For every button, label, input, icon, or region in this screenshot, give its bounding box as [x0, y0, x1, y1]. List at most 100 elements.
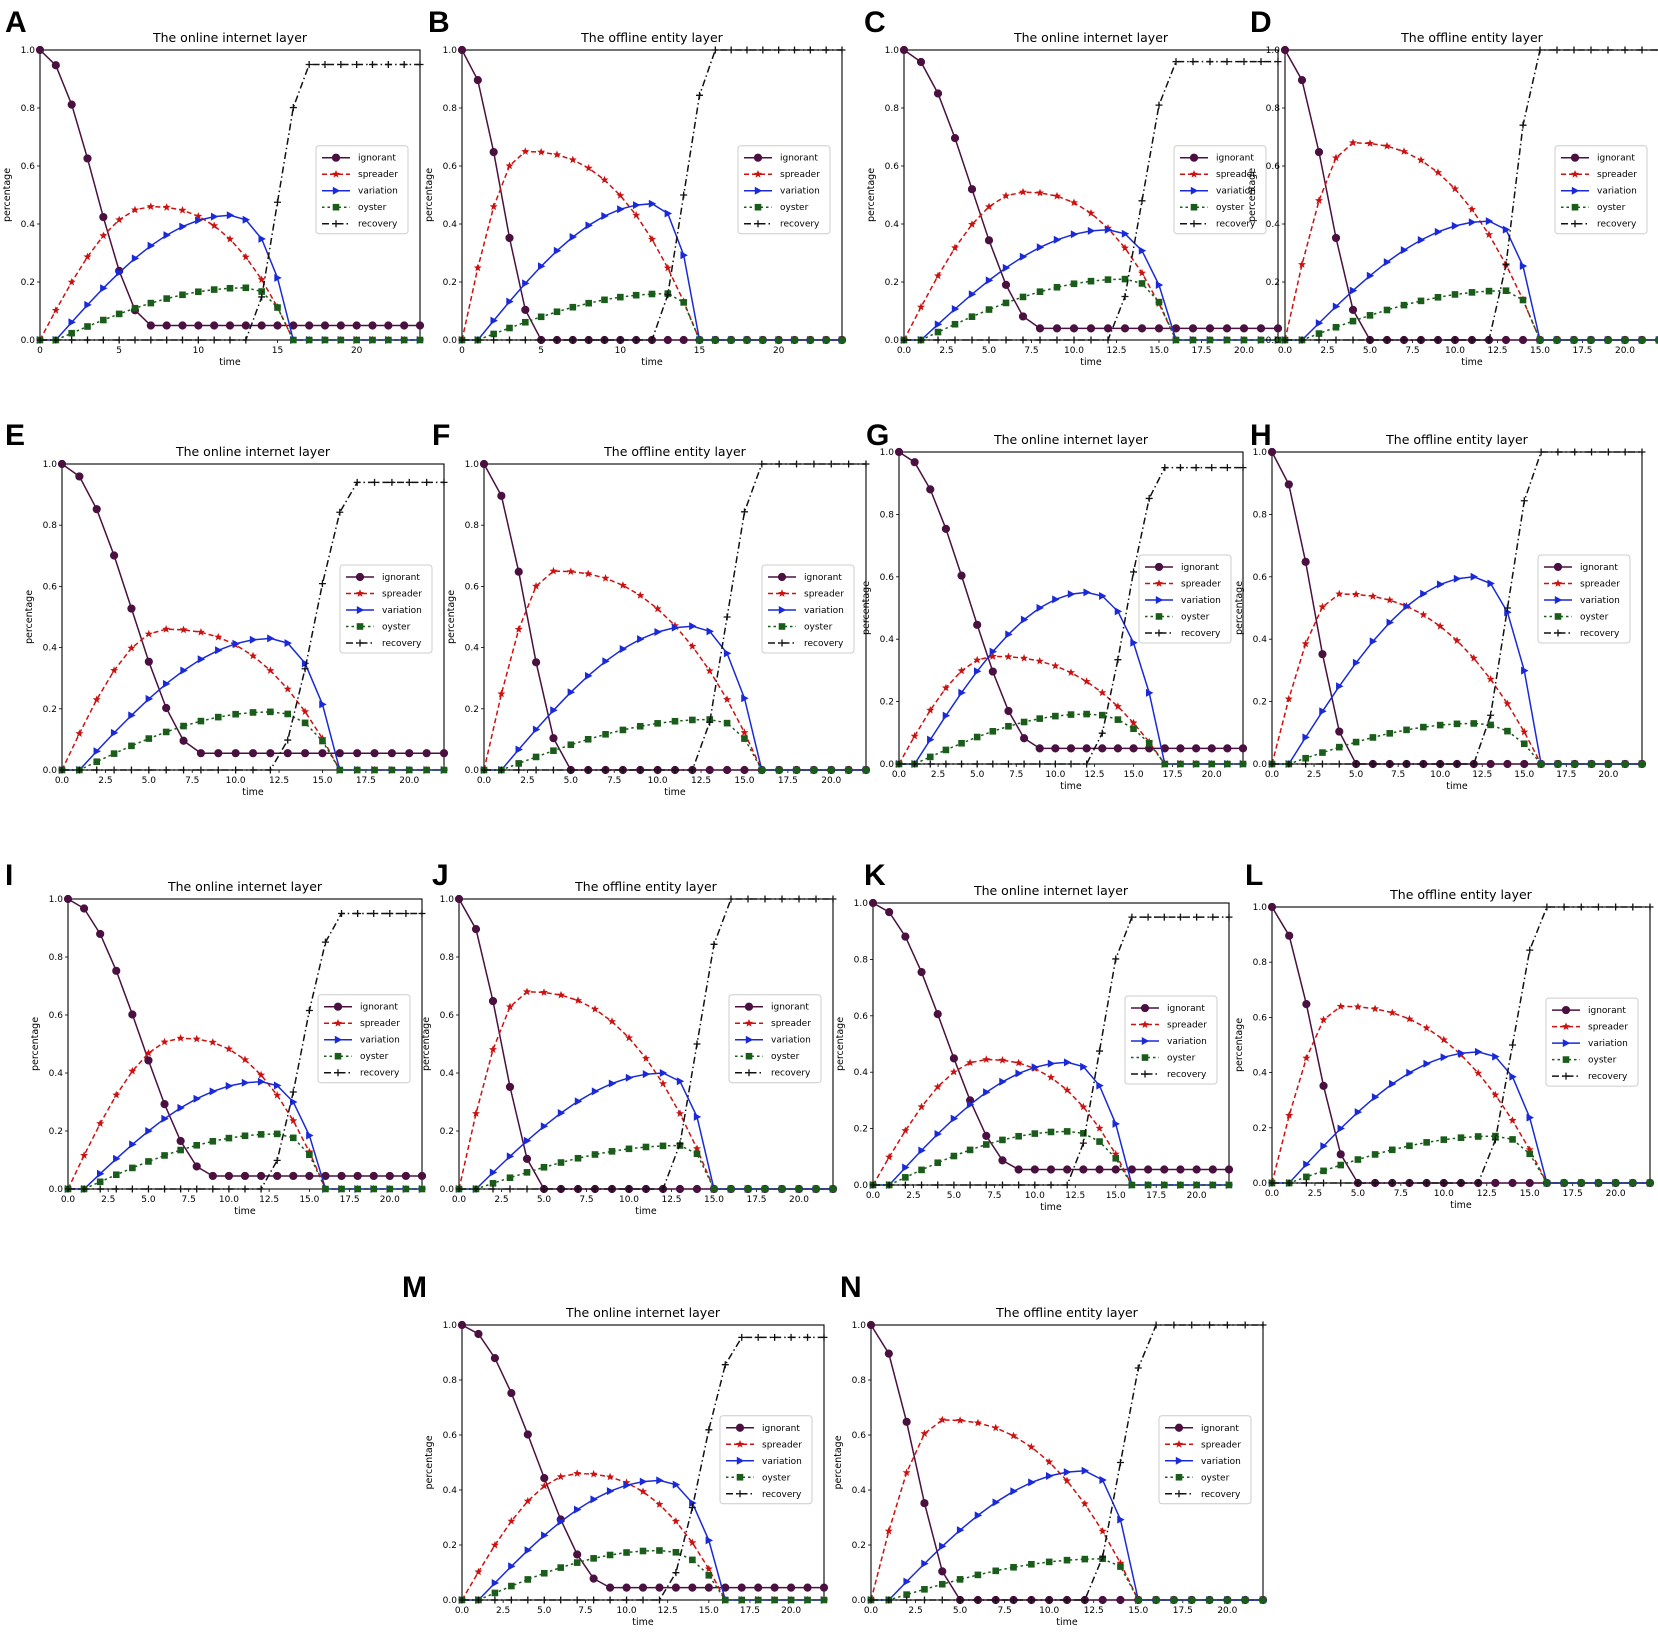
point-oyster [1224, 760, 1231, 768]
point-ignorant [1486, 759, 1495, 769]
x-tick-label: 12.5 [661, 1195, 681, 1205]
point-recovery [1104, 336, 1112, 344]
point-variation [1349, 286, 1358, 295]
y-tick-label: 0.8 [1266, 104, 1281, 114]
x-tick-label: 15.0 [1530, 346, 1550, 356]
point-oyster [902, 1174, 909, 1181]
point-oyster [1570, 336, 1578, 344]
point-spreader [144, 629, 153, 638]
point-ignorant [675, 1184, 685, 1194]
x-tick-label: 0.0 [864, 1606, 879, 1616]
point-recovery [1577, 903, 1585, 911]
point-ignorant [737, 1583, 746, 1592]
point-recovery [934, 336, 942, 344]
point-oyster [1302, 754, 1309, 762]
point-spreader [1436, 622, 1445, 630]
point-oyster [1638, 336, 1646, 344]
point-ignorant [505, 233, 514, 243]
x-tick-label: 17.5 [778, 776, 798, 786]
y-tick-label: 0.0 [443, 1596, 458, 1606]
y-tick-label: 0.4 [854, 1068, 869, 1078]
legend-marker-recovery [1562, 1072, 1570, 1080]
point-ignorant [1095, 1165, 1104, 1174]
x-tick-label: 10 [615, 346, 627, 356]
point-oyster [822, 336, 830, 344]
point-ignorant [96, 929, 105, 939]
point-recovery [1503, 604, 1511, 612]
x-tick-label: 0.0 [55, 776, 70, 786]
point-variation [226, 211, 235, 220]
point-variation [147, 241, 156, 250]
point-ignorant [457, 45, 467, 55]
point-ignorant [770, 1583, 779, 1592]
point-oyster [775, 766, 783, 774]
chart-title: The offline entity layer [995, 1305, 1138, 1320]
y-tick-label: 0.6 [1253, 1013, 1268, 1023]
legend-marker-oyster [745, 1052, 753, 1060]
point-ignorant [1302, 1000, 1311, 1009]
chart-title: The offline entity layer [1389, 887, 1532, 902]
point-variation [532, 725, 541, 734]
point-spreader [1469, 654, 1478, 662]
point-variation [241, 1078, 250, 1087]
point-recovery [1128, 913, 1136, 921]
point-spreader [991, 1423, 1000, 1432]
point-ignorant [336, 321, 345, 330]
point-spreader [474, 1567, 483, 1576]
point-oyster [1189, 336, 1197, 344]
legend-marker-oyster [1571, 203, 1579, 211]
point-spreader [112, 1090, 121, 1099]
point-spreader [973, 655, 982, 664]
point-ignorant [984, 236, 994, 245]
point-recovery [791, 46, 798, 54]
y-axis-label: percentage [835, 1017, 846, 1071]
x-tick-label: 10.0 [648, 776, 668, 786]
point-variation [491, 1578, 500, 1587]
y-tick-label: 1.0 [854, 899, 869, 909]
legend-marker-ignorant [355, 572, 365, 582]
x-tick-label: 20.0 [1202, 770, 1222, 780]
point-variation [664, 209, 673, 218]
point-variation [1453, 574, 1462, 583]
legend-marker-spreader [754, 170, 762, 178]
point-spreader [1385, 595, 1394, 604]
point-ignorant [941, 524, 951, 533]
point-oyster [1417, 297, 1425, 305]
point-oyster [1354, 1156, 1362, 1163]
point-oyster [791, 336, 798, 344]
point-oyster [128, 742, 135, 750]
point-recovery [1036, 760, 1044, 768]
x-tick-label: 15 [272, 346, 283, 356]
point-oyster [1206, 336, 1214, 344]
point-recovery [672, 1569, 680, 1577]
point-spreader [1503, 699, 1512, 708]
point-variation [1019, 252, 1028, 261]
point-spreader [241, 1055, 249, 1064]
point-recovery [523, 1185, 531, 1193]
point-recovery [472, 1185, 480, 1193]
point-oyster [284, 710, 292, 718]
point-recovery [1281, 336, 1289, 344]
point-variation [672, 1480, 681, 1489]
point-spreader [83, 252, 92, 261]
point-recovery [321, 938, 329, 946]
point-recovery [1354, 1179, 1362, 1187]
point-spreader [490, 1540, 499, 1549]
point-recovery [659, 1185, 667, 1193]
point-variation [553, 246, 562, 255]
point-recovery [405, 478, 413, 486]
point-spreader [1051, 661, 1060, 670]
point-recovery [257, 1185, 265, 1193]
point-oyster [778, 1185, 786, 1193]
point-oyster [1388, 1146, 1396, 1154]
legend-marker-spreader [334, 1019, 342, 1027]
point-ignorant [692, 1184, 702, 1194]
point-ignorant [920, 1499, 929, 1508]
point-oyster [290, 336, 297, 344]
point-recovery [655, 1596, 663, 1604]
point-recovery [371, 478, 379, 486]
point-oyster [1519, 296, 1527, 304]
point-variation [163, 231, 171, 240]
